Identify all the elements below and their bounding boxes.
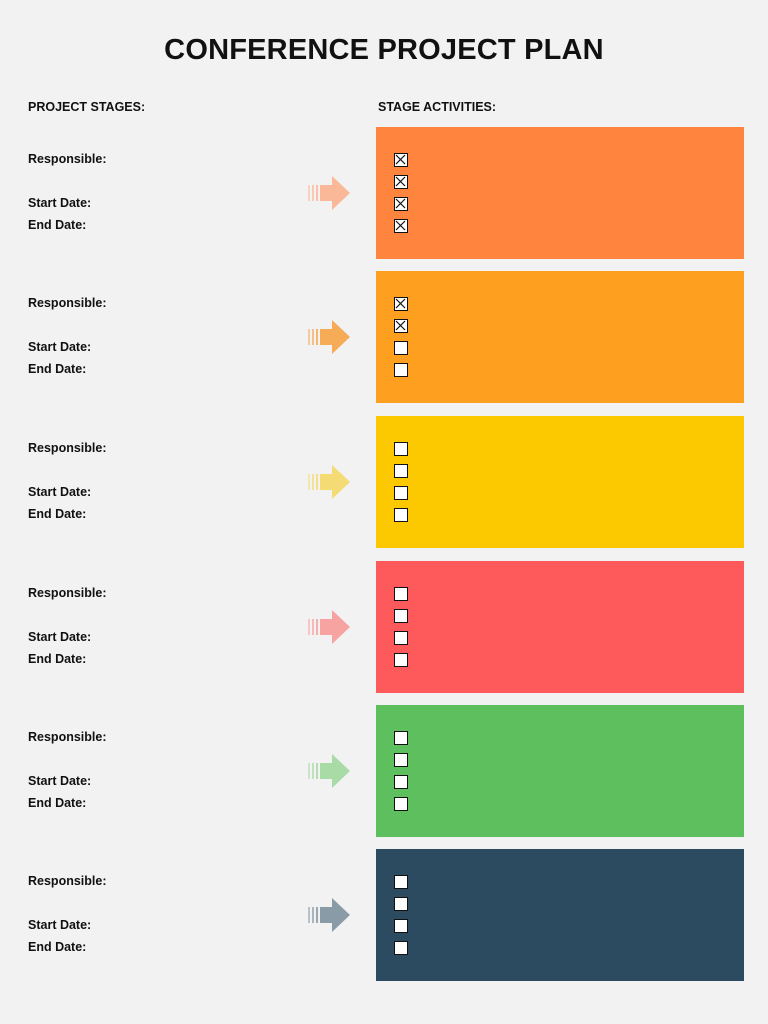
end-date-label: End Date: [28,796,87,810]
stage-activities-box [376,127,744,259]
arrow-right-icon [307,319,351,355]
activity-checkbox[interactable] [394,319,408,333]
end-date-label: End Date: [28,652,87,666]
activity-checkbox[interactable] [394,363,408,377]
activity-checkbox[interactable] [394,941,408,955]
activity-checkbox[interactable] [394,797,408,811]
start-date-label: Start Date: [28,918,92,932]
responsible-label: Responsible: [28,152,107,166]
end-date-label: End Date: [28,940,87,954]
start-date-label: Start Date: [28,196,92,210]
activity-checkbox[interactable] [394,919,408,933]
start-date-label: Start Date: [28,485,92,499]
activity-checkbox[interactable] [394,587,408,601]
end-date-label: End Date: [28,362,87,376]
arrow-right-icon [307,897,351,933]
stage-row: Responsible: Start Date: End Date: [0,271,768,403]
activity-checkbox[interactable] [394,341,408,355]
activity-checkbox[interactable] [394,631,408,645]
activity-checkbox[interactable] [394,775,408,789]
project-stages-header: PROJECT STAGES: [28,100,146,114]
responsible-label: Responsible: [28,296,107,310]
responsible-label: Responsible: [28,441,107,455]
activity-checkbox[interactable] [394,175,408,189]
start-date-label: Start Date: [28,630,92,644]
start-date-label: Start Date: [28,340,92,354]
arrow-right-icon [307,609,351,645]
stage-row: Responsible: Start Date: End Date: [0,127,768,259]
activity-checkbox[interactable] [394,442,408,456]
activity-checkbox[interactable] [394,297,408,311]
stage-activities-box [376,561,744,693]
stage-activities-box [376,416,744,548]
activity-checkbox[interactable] [394,897,408,911]
activity-checkbox[interactable] [394,653,408,667]
arrow-right-icon [307,753,351,789]
arrow-right-icon [307,464,351,500]
activity-checkbox[interactable] [394,464,408,478]
end-date-label: End Date: [28,507,87,521]
activity-checkbox[interactable] [394,731,408,745]
responsible-label: Responsible: [28,586,107,600]
activity-checkbox[interactable] [394,508,408,522]
activity-checkbox[interactable] [394,153,408,167]
stage-activities-box [376,705,744,837]
responsible-label: Responsible: [28,730,107,744]
activity-checkbox[interactable] [394,753,408,767]
activity-checkbox[interactable] [394,609,408,623]
stage-activities-box [376,271,744,403]
activity-checkbox[interactable] [394,875,408,889]
activity-checkbox[interactable] [394,486,408,500]
stage-activities-header: STAGE ACTIVITIES: [378,100,497,114]
responsible-label: Responsible: [28,874,107,888]
start-date-label: Start Date: [28,774,92,788]
arrow-right-icon [307,175,351,211]
stage-activities-box [376,849,744,981]
stage-row: Responsible: Start Date: End Date: [0,561,768,693]
stage-row: Responsible: Start Date: End Date: [0,705,768,837]
stage-row: Responsible: Start Date: End Date: [0,849,768,981]
activity-checkbox[interactable] [394,197,408,211]
end-date-label: End Date: [28,218,87,232]
stage-row: Responsible: Start Date: End Date: [0,416,768,548]
activity-checkbox[interactable] [394,219,408,233]
page-title: CONFERENCE PROJECT PLAN [164,34,604,66]
